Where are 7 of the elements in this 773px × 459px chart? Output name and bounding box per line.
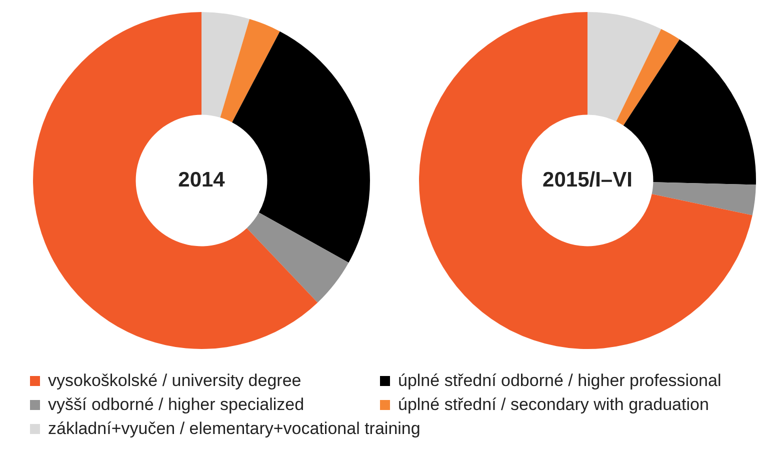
legend-label: základní+vyučen / elementary+vocational training	[48, 419, 420, 439]
text: 2014	[178, 168, 225, 192]
legend-label: vyšší odborné / higher specialized	[48, 395, 304, 415]
text: 2015/I–VI	[542, 168, 632, 192]
legend-label: vysokoškolské / university degree	[48, 371, 302, 391]
legend-label: úplné střední / secondary with graduation	[398, 395, 709, 415]
legend-label: úplné střední odborné / higher professional	[398, 371, 722, 391]
